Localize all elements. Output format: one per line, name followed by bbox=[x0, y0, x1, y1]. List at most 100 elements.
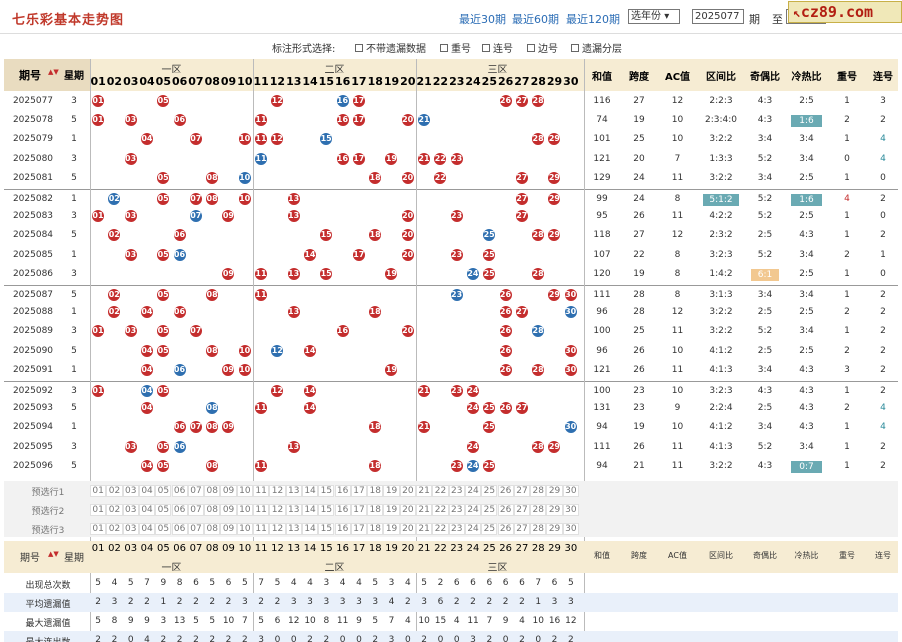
preselect-number-02[interactable]: 02 bbox=[106, 523, 123, 535]
from-issue-input[interactable]: 2025077 bbox=[692, 9, 744, 24]
preselect-number-20[interactable]: 20 bbox=[399, 504, 416, 516]
preselect-number-07[interactable]: 07 bbox=[187, 523, 205, 535]
preselect-number-18[interactable]: 18 bbox=[367, 523, 384, 535]
preselect-number-13[interactable]: 13 bbox=[285, 523, 302, 535]
preselect-number-14[interactable]: 14 bbox=[301, 523, 319, 535]
preselect-number-18[interactable]: 18 bbox=[367, 504, 384, 516]
preselect-number-15[interactable]: 15 bbox=[318, 504, 335, 516]
preselect-number-25[interactable]: 25 bbox=[481, 523, 498, 535]
preselect-number-15[interactable]: 15 bbox=[318, 523, 335, 535]
preselect-number-16[interactable]: 16 bbox=[334, 485, 351, 497]
preselect-number-05[interactable]: 05 bbox=[155, 523, 172, 535]
preselect-number-17[interactable]: 17 bbox=[350, 485, 368, 497]
preselect-number-06[interactable]: 06 bbox=[171, 504, 188, 516]
preselect-number-08[interactable]: 08 bbox=[204, 504, 221, 516]
checkbox[interactable] bbox=[440, 43, 448, 52]
preselect-number-08[interactable]: 08 bbox=[204, 523, 221, 535]
preselect-number-11[interactable]: 11 bbox=[253, 485, 270, 497]
preselect-number-30[interactable]: 30 bbox=[562, 523, 579, 535]
preselect-number-06[interactable]: 06 bbox=[171, 523, 188, 535]
preselect-number-03[interactable]: 03 bbox=[122, 504, 139, 516]
filter-option-no-miss[interactable]: 不带遗漏数据 bbox=[355, 40, 426, 55]
preselect-number-16[interactable]: 16 bbox=[334, 504, 351, 516]
preselect-number-27[interactable]: 27 bbox=[513, 485, 531, 497]
preselect-number-25[interactable]: 25 bbox=[481, 485, 498, 497]
preselect-number-12[interactable]: 12 bbox=[269, 485, 286, 497]
preselect-number-23[interactable]: 23 bbox=[448, 504, 465, 516]
year-select[interactable]: 选年份 ▾ bbox=[628, 9, 680, 24]
preselect-number-20[interactable]: 20 bbox=[399, 523, 416, 535]
preselect-number-01[interactable]: 01 bbox=[90, 504, 107, 516]
link-recent-30[interactable]: 最近30期 bbox=[459, 13, 506, 26]
preselect-number-26[interactable]: 26 bbox=[497, 523, 514, 535]
filter-option-layered[interactable]: 遗漏分层 bbox=[571, 40, 622, 55]
preselect-number-13[interactable]: 13 bbox=[285, 504, 302, 516]
preselect-number-23[interactable]: 23 bbox=[448, 523, 465, 535]
preselect-number-21[interactable]: 21 bbox=[416, 523, 433, 535]
preselect-number-09[interactable]: 09 bbox=[220, 523, 237, 535]
checkbox[interactable] bbox=[355, 43, 363, 52]
preselect-number-05[interactable]: 05 bbox=[155, 485, 172, 497]
checkbox[interactable] bbox=[482, 43, 490, 52]
preselect-number-24[interactable]: 24 bbox=[464, 523, 482, 535]
preselect-number-01[interactable]: 01 bbox=[90, 523, 107, 535]
preselect-number-19[interactable]: 19 bbox=[383, 504, 400, 516]
preselect-number-23[interactable]: 23 bbox=[448, 485, 465, 497]
filter-option-consecutive[interactable]: 连号 bbox=[482, 40, 513, 55]
preselect-number-22[interactable]: 22 bbox=[432, 523, 449, 535]
preselect-number-09[interactable]: 09 bbox=[220, 504, 237, 516]
preselect-number-25[interactable]: 25 bbox=[481, 504, 498, 516]
preselect-number-14[interactable]: 14 bbox=[301, 504, 319, 516]
preselect-number-20[interactable]: 20 bbox=[399, 485, 416, 497]
preselect-number-12[interactable]: 12 bbox=[269, 523, 286, 535]
preselect-number-10[interactable]: 10 bbox=[236, 504, 253, 516]
preselect-number-07[interactable]: 07 bbox=[187, 504, 205, 516]
link-recent-60[interactable]: 最近60期 bbox=[512, 13, 559, 26]
preselect-number-04[interactable]: 04 bbox=[138, 504, 156, 516]
preselect-number-01[interactable]: 01 bbox=[90, 485, 107, 497]
preselect-number-04[interactable]: 04 bbox=[138, 523, 156, 535]
preselect-number-06[interactable]: 06 bbox=[171, 485, 188, 497]
checkbox[interactable] bbox=[571, 43, 579, 52]
preselect-number-26[interactable]: 26 bbox=[497, 485, 514, 497]
link-recent-120[interactable]: 最近120期 bbox=[566, 13, 620, 26]
filter-option-edge[interactable]: 边号 bbox=[527, 40, 558, 55]
preselect-number-05[interactable]: 05 bbox=[155, 504, 172, 516]
preselect-number-02[interactable]: 02 bbox=[106, 504, 123, 516]
preselect-number-03[interactable]: 03 bbox=[122, 485, 139, 497]
preselect-number-29[interactable]: 29 bbox=[546, 523, 563, 535]
preselect-number-12[interactable]: 12 bbox=[269, 504, 286, 516]
preselect-number-27[interactable]: 27 bbox=[513, 504, 531, 516]
issue-header[interactable]: 期号 bbox=[19, 69, 41, 81]
filter-option-repeat[interactable]: 重号 bbox=[440, 40, 471, 55]
preselect-number-28[interactable]: 28 bbox=[530, 504, 547, 516]
checkbox[interactable] bbox=[527, 43, 535, 52]
footer-sort-icon[interactable]: ▲▼ bbox=[48, 550, 59, 558]
preselect-number-22[interactable]: 22 bbox=[432, 485, 449, 497]
preselect-number-08[interactable]: 08 bbox=[204, 485, 221, 497]
preselect-number-29[interactable]: 29 bbox=[546, 504, 563, 516]
preselect-number-11[interactable]: 11 bbox=[253, 504, 270, 516]
preselect-number-13[interactable]: 13 bbox=[285, 485, 302, 497]
preselect-number-27[interactable]: 27 bbox=[513, 523, 531, 535]
sort-icon[interactable]: ▲▼ bbox=[48, 68, 59, 76]
preselect-number-10[interactable]: 10 bbox=[236, 523, 253, 535]
preselect-number-02[interactable]: 02 bbox=[106, 485, 123, 497]
preselect-number-07[interactable]: 07 bbox=[187, 485, 205, 497]
preselect-number-21[interactable]: 21 bbox=[416, 504, 433, 516]
preselect-number-04[interactable]: 04 bbox=[138, 485, 156, 497]
preselect-number-17[interactable]: 17 bbox=[350, 523, 368, 535]
preselect-number-10[interactable]: 10 bbox=[236, 485, 253, 497]
preselect-number-29[interactable]: 29 bbox=[546, 485, 563, 497]
preselect-number-26[interactable]: 26 bbox=[497, 504, 514, 516]
preselect-number-14[interactable]: 14 bbox=[301, 485, 319, 497]
preselect-number-09[interactable]: 09 bbox=[220, 485, 237, 497]
footer-issue-header[interactable]: 期号 bbox=[20, 553, 40, 563]
preselect-number-24[interactable]: 24 bbox=[464, 485, 482, 497]
preselect-number-21[interactable]: 21 bbox=[416, 485, 433, 497]
preselect-number-16[interactable]: 16 bbox=[334, 523, 351, 535]
preselect-number-03[interactable]: 03 bbox=[122, 523, 139, 535]
preselect-number-28[interactable]: 28 bbox=[530, 485, 547, 497]
preselect-number-15[interactable]: 15 bbox=[318, 485, 335, 497]
preselect-number-17[interactable]: 17 bbox=[350, 504, 368, 516]
